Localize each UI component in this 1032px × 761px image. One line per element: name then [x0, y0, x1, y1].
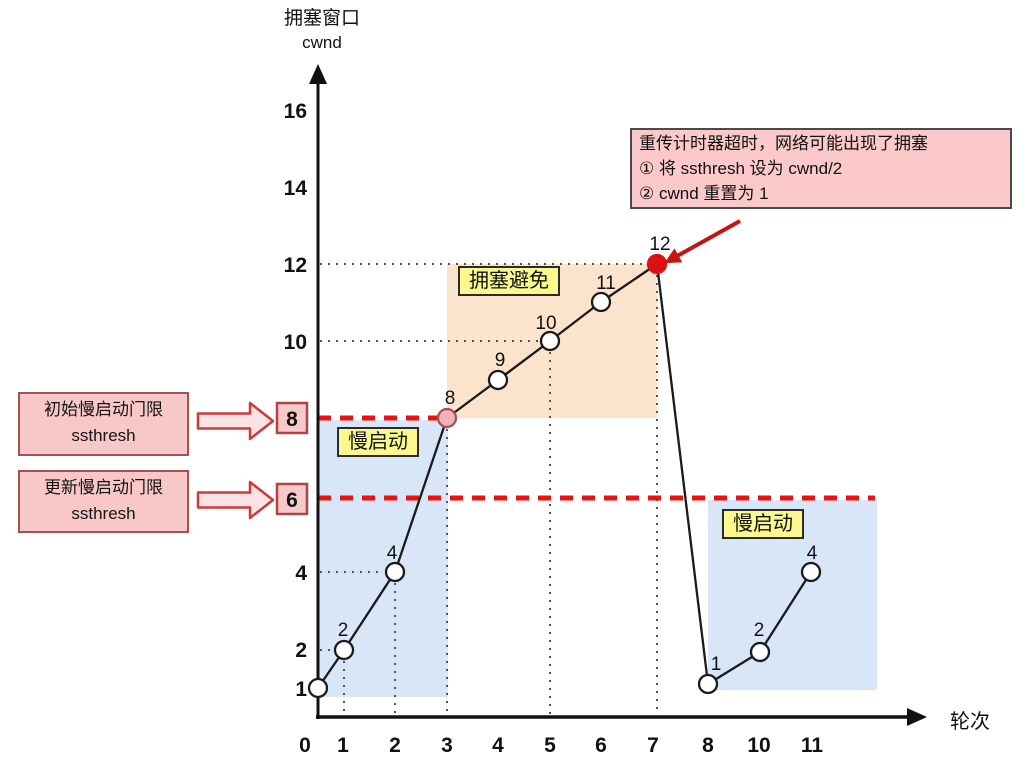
data-point-round-6: [590, 291, 612, 313]
point-label: 1: [711, 654, 722, 675]
point-label: 10: [535, 313, 556, 334]
threshold-pointer-arrow-icon-0: [196, 401, 275, 441]
annotation-line-1: 重传计时器超时，网络可能出现了拥塞: [639, 134, 928, 153]
x-tick-label: 7: [647, 734, 659, 757]
phase-label-slow-start-1: 慢启动: [337, 427, 419, 457]
x-tick-label: 10: [747, 734, 770, 757]
updated-ssthresh-label: 更新慢启动门限 ssthresh: [18, 470, 189, 533]
y-axis-arrow-icon: [309, 64, 327, 84]
annotation-line-3: ② cwnd 重置为 1: [639, 184, 769, 203]
threshold-pointer-arrow-icon-1: [196, 480, 275, 520]
data-point-round-5: [539, 330, 561, 352]
data-point-round-0: [307, 677, 329, 699]
data-point-round-2: [384, 561, 406, 583]
data-point-round-4: [487, 369, 509, 391]
y-tick-label: 2: [295, 639, 307, 662]
data-point-round-10: [749, 641, 771, 663]
point-label: 11: [596, 273, 616, 294]
x-tick-label: 3: [441, 734, 453, 757]
x-tick-label: 0: [299, 734, 311, 757]
y-tick-box-8: [275, 401, 309, 435]
annotation-line-2: ① 将 ssthresh 设为 cwnd/2: [639, 159, 843, 178]
x-tick-label: 2: [389, 734, 401, 757]
y-tick-label: 16: [284, 100, 307, 123]
data-point-round-1: [333, 639, 355, 661]
initial-ssthresh-label: 初始慢启动门限 ssthresh: [18, 392, 189, 456]
timeout-arrow-line: [669, 219, 741, 262]
y-tick-label: 10: [284, 331, 307, 354]
data-point-round-11: [800, 561, 822, 583]
y-tick-label: 4: [295, 562, 307, 585]
y-axis-title: 拥塞窗口 cwnd: [263, 6, 381, 54]
phase-label-congestion-avoidance: 拥塞避免: [458, 266, 560, 296]
x-tick-label: 5: [544, 734, 556, 757]
point-label: 9: [495, 350, 506, 371]
y-tick-label: 14: [284, 177, 308, 200]
initial-ssthresh-line2: ssthresh: [71, 426, 136, 445]
data-point-round-7: [646, 253, 668, 275]
y-tick-label: 12: [284, 254, 307, 277]
point-label: 2: [338, 620, 349, 641]
x-tick-label: 1: [337, 734, 349, 757]
x-tick-label: 8: [702, 734, 714, 757]
data-point-round-8: [697, 673, 719, 695]
y-axis-title-line1: 拥塞窗口: [283, 8, 360, 29]
data-point-round-3: [436, 407, 458, 429]
updated-ssthresh-line2: ssthresh: [71, 504, 136, 523]
point-label: 4: [807, 543, 818, 564]
y-tick-label-boxed: 6: [286, 489, 298, 512]
timeout-arrow-head-icon: [664, 248, 683, 264]
y-tick-label-boxed: 8: [286, 408, 298, 431]
x-tick-label: 4: [492, 734, 504, 757]
phase-label-slow-start-2: 慢启动: [722, 509, 804, 539]
point-label: 2: [754, 620, 765, 641]
x-tick-label: 11: [801, 734, 824, 757]
y-tick-label: 1: [295, 678, 307, 701]
y-tick-box-6: [275, 482, 309, 516]
initial-ssthresh-line1: 初始慢启动门限: [44, 400, 163, 419]
x-axis-arrow-icon: [907, 708, 927, 726]
x-tick-label: 6: [595, 734, 607, 757]
y-axis-title-line2: cwnd: [302, 33, 342, 52]
point-label: 8: [445, 388, 456, 409]
x-axis-title: 轮次: [950, 711, 990, 733]
point-label: 12: [649, 234, 670, 255]
timeout-annotation-box: 重传计时器超时，网络可能出现了拥塞 ① 将 ssthresh 设为 cwnd/2…: [630, 128, 1012, 209]
updated-ssthresh-line1: 更新慢启动门限: [44, 478, 163, 497]
point-label: 4: [387, 543, 398, 564]
